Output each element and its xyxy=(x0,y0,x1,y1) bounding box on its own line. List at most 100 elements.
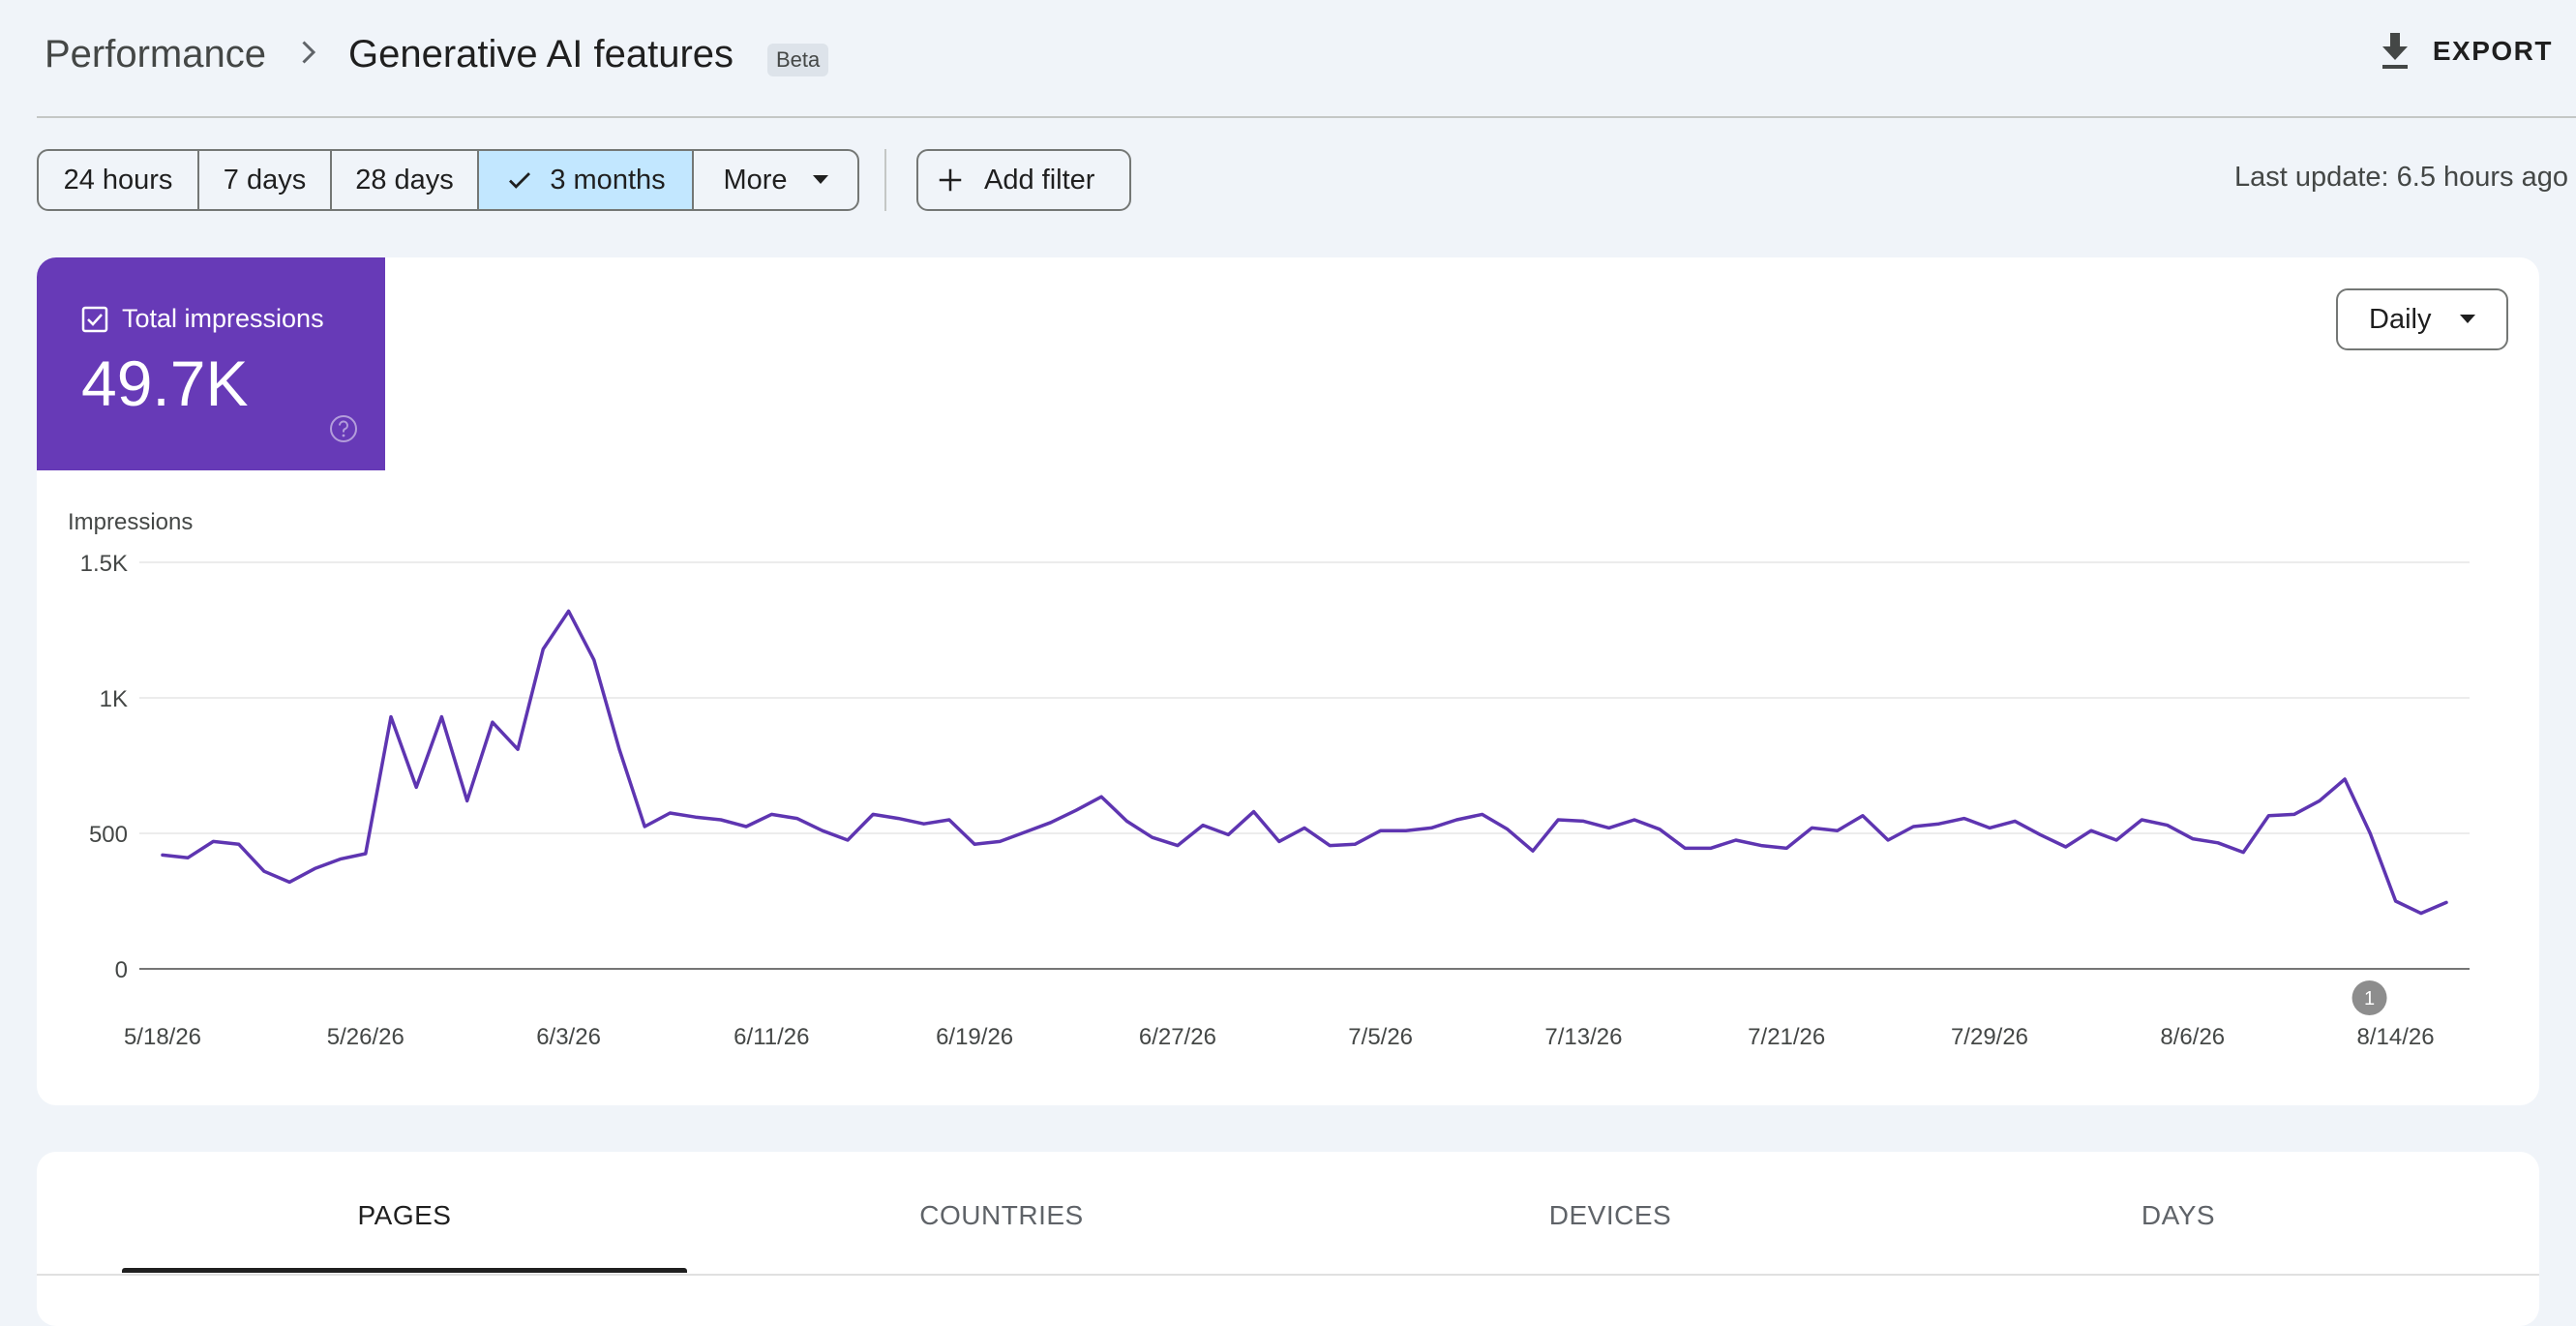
active-tab-indicator xyxy=(122,1268,687,1273)
data-point xyxy=(313,866,316,870)
data-point xyxy=(1151,835,1154,839)
data-point xyxy=(846,838,850,842)
tab-pages[interactable]: PAGES xyxy=(357,1200,452,1230)
data-point xyxy=(541,648,545,651)
range-7-days[interactable]: 7 days xyxy=(199,151,332,209)
plus-icon xyxy=(939,168,962,192)
last-update-text: Last update: 6.5 hours ago xyxy=(2233,162,2568,193)
range-label: 7 days xyxy=(223,164,307,196)
data-point xyxy=(1531,849,1535,853)
y-tick-label: 1.5K xyxy=(80,551,128,577)
impressions-line-chart: Impressions 0 500 1K 1.5K 5/18/26 5/26/26 6/3/2… xyxy=(68,509,2470,1050)
data-point xyxy=(1379,829,1383,832)
range-28-days[interactable]: 28 days xyxy=(332,151,479,209)
data-point xyxy=(1632,818,1636,822)
range-label: More xyxy=(723,164,788,196)
x-tick-label: 8/14/26 xyxy=(2357,1024,2435,1050)
data-point xyxy=(1911,825,1915,829)
data-point xyxy=(567,609,571,613)
data-point xyxy=(1099,795,1103,799)
y-tick-label: 0 xyxy=(115,957,128,983)
data-point xyxy=(643,825,646,829)
tab-devices[interactable]: DEVICES xyxy=(1548,1200,1672,1230)
data-point xyxy=(871,812,875,816)
data-point xyxy=(1124,819,1128,823)
range-24-hours[interactable]: 24 hours xyxy=(39,151,199,209)
data-point xyxy=(1454,818,1458,822)
data-point xyxy=(1429,826,1433,829)
x-tick-label: 6/3/26 xyxy=(536,1024,601,1050)
data-point xyxy=(2292,812,2296,816)
data-point xyxy=(1709,846,1713,850)
filter-divider xyxy=(884,149,886,211)
help-icon[interactable] xyxy=(329,414,358,443)
data-point xyxy=(186,856,190,859)
range-3-months[interactable]: 3 months xyxy=(479,151,694,209)
x-tick-label: 7/13/26 xyxy=(1544,1024,1622,1050)
y-tick-label: 500 xyxy=(89,822,128,848)
data-point xyxy=(2343,777,2347,781)
page-title: Generative AI features xyxy=(348,33,734,75)
data-point xyxy=(1759,844,1763,848)
total-impressions-card[interactable]: Total impressions 49.7K xyxy=(37,257,385,470)
data-point xyxy=(465,799,469,802)
data-point xyxy=(1784,846,1788,850)
check-icon xyxy=(509,172,531,189)
metric-label: Total impressions xyxy=(122,304,324,333)
granularity-dropdown[interactable]: Daily xyxy=(2336,288,2508,350)
data-point xyxy=(2419,912,2423,916)
range-more-dropdown[interactable]: More xyxy=(694,151,857,209)
checkbox-checked-icon[interactable] xyxy=(81,306,108,333)
add-filter-button[interactable]: Add filter xyxy=(916,149,1131,211)
annotation-label: 1 xyxy=(2364,988,2375,1010)
performance-chart-card: Total impressions 49.7K Daily Impression… xyxy=(37,257,2539,1105)
tab-countries[interactable]: COUNTRIES xyxy=(919,1200,1084,1230)
data-point xyxy=(491,720,494,724)
data-point xyxy=(287,880,291,884)
data-point xyxy=(2368,831,2372,835)
data-point xyxy=(1581,819,1585,823)
data-point xyxy=(617,747,621,751)
data-point xyxy=(389,715,393,719)
data-point xyxy=(1049,821,1053,825)
tab-days[interactable]: DAYS xyxy=(2141,1200,2216,1230)
data-point xyxy=(795,817,799,821)
data-point xyxy=(339,858,343,861)
caret-down-icon xyxy=(812,175,828,184)
x-tick-label: 7/5/26 xyxy=(1348,1024,1413,1050)
data-point xyxy=(1328,844,1332,848)
data-point xyxy=(2241,851,2245,855)
data-point xyxy=(1988,826,1992,829)
data-point xyxy=(1962,817,1966,821)
data-point xyxy=(1226,832,1230,836)
breadcrumb-performance[interactable]: Performance xyxy=(45,33,266,75)
data-point xyxy=(262,869,266,873)
data-point xyxy=(769,812,773,816)
data-point xyxy=(998,839,1002,843)
range-label: 28 days xyxy=(355,164,454,196)
data-point xyxy=(2064,845,2068,849)
data-point xyxy=(668,811,672,815)
x-tick-label: 7/29/26 xyxy=(1951,1024,2028,1050)
data-point xyxy=(744,825,748,829)
granularity-label: Daily xyxy=(2369,303,2432,335)
data-point xyxy=(1176,844,1180,848)
range-label: 24 hours xyxy=(63,164,173,196)
x-tick-label: 5/26/26 xyxy=(327,1024,404,1050)
data-point xyxy=(414,785,418,789)
chevron-right-icon xyxy=(302,41,316,64)
data-point xyxy=(1683,846,1687,850)
data-point xyxy=(922,822,926,826)
x-tick-label: 6/11/26 xyxy=(734,1024,809,1050)
data-point xyxy=(516,747,520,751)
x-tick-label: 6/27/26 xyxy=(1139,1024,1216,1050)
data-point xyxy=(2013,819,2017,823)
data-point xyxy=(211,839,215,843)
annotation-marker[interactable]: 1 xyxy=(2351,980,2387,1015)
data-point xyxy=(1506,828,1510,831)
data-point xyxy=(947,818,951,822)
export-button[interactable]: EXPORT xyxy=(2379,33,2553,70)
data-point xyxy=(1658,828,1662,831)
data-point xyxy=(439,715,443,719)
data-point xyxy=(2318,799,2321,802)
